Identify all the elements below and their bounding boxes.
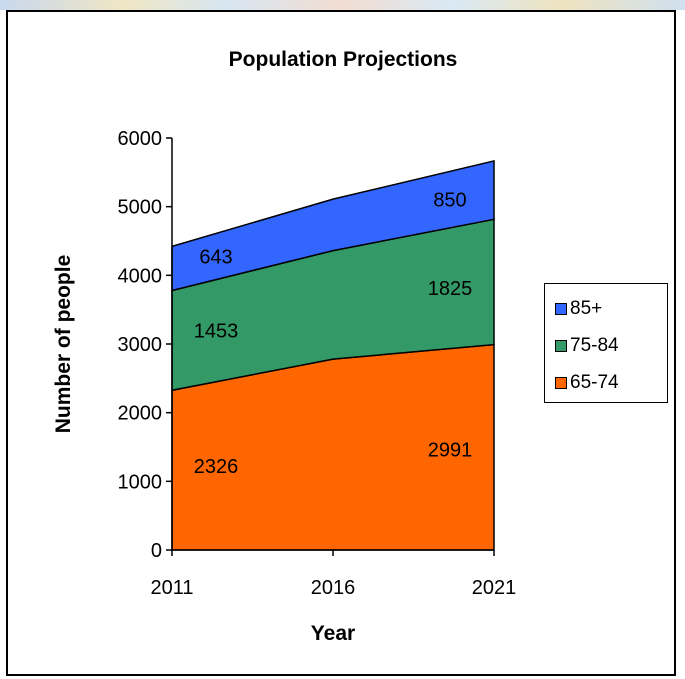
y-tick-label-6000: 6000 xyxy=(118,128,163,150)
y-axis-title: Number of people xyxy=(52,255,75,434)
y-tick-label-0: 0 xyxy=(151,540,162,562)
x-tick-label-2011: 2011 xyxy=(150,577,193,599)
data-label-65-74-2011: 2326 xyxy=(194,456,239,478)
legend-item-85-plus: 85+ xyxy=(555,290,667,327)
x-tick-label-2016: 2016 xyxy=(311,577,356,599)
x-tick-label-2021: 2021 xyxy=(472,577,517,599)
y-tick-label-4000: 4000 xyxy=(118,265,163,287)
legend-swatch-75-84 xyxy=(555,339,567,352)
y-tick-label-2000: 2000 xyxy=(118,403,163,425)
legend-label-65-74: 65-74 xyxy=(570,371,619,393)
data-label-75-84-2021: 1825 xyxy=(428,278,473,300)
x-axis-title: Year xyxy=(311,622,355,645)
y-tick-label-1000: 1000 xyxy=(118,471,163,493)
legend-item-65-74: 65-74 xyxy=(555,364,667,401)
chart-legend: 85+ 75-84 65-74 xyxy=(544,283,668,403)
data-label-65-74-2021: 2991 xyxy=(428,439,473,461)
legend-swatch-85-plus xyxy=(555,302,567,315)
data-label-75-84-2011: 1453 xyxy=(194,321,239,343)
area-chart-plot: 0 1000 2000 3000 4000 5000 6000 2011 2016 2021 Yea… xyxy=(52,128,517,645)
legend-label-85-plus: 85+ xyxy=(570,297,603,319)
legend-swatch-65-74 xyxy=(555,376,567,389)
chart-title: Population Projections xyxy=(228,48,458,71)
y-tick-label-3000: 3000 xyxy=(118,334,163,356)
y-tick-label-5000: 5000 xyxy=(118,197,163,219)
top-banner-strip xyxy=(0,0,685,10)
data-label-85-plus-2021: 850 xyxy=(433,190,466,212)
legend-item-75-84: 75-84 xyxy=(555,327,667,364)
legend-label-75-84: 75-84 xyxy=(570,334,619,356)
data-label-85-plus-2011: 643 xyxy=(199,247,232,269)
chart-frame: Population Projections 0 1000 2000 3000 4000… xyxy=(6,10,676,676)
